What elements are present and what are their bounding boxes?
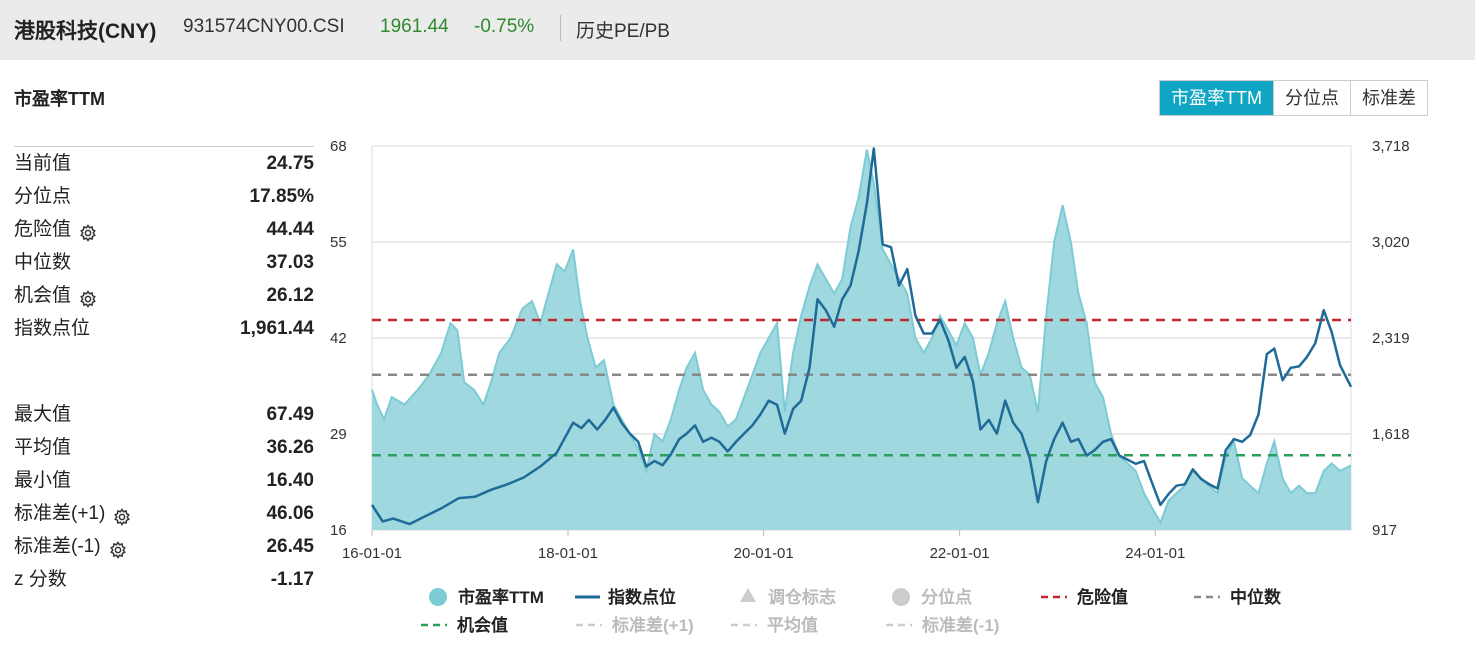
stat-row: 平均值 36.26 xyxy=(14,431,314,464)
gear-icon[interactable] xyxy=(79,220,97,253)
y-left-tick-label: 29 xyxy=(330,426,347,443)
legend-item[interactable]: 平均值 xyxy=(731,615,818,635)
stat-label: 指数点位 xyxy=(14,318,91,339)
legend-item[interactable]: 市盈率TTM xyxy=(429,587,544,607)
stat-row: 分位点 17.85% xyxy=(14,180,314,213)
y-right-tick-label: 1,618 xyxy=(1372,426,1410,443)
stat-row: 最小值 16.40 xyxy=(14,464,314,497)
history-pe-pb-link[interactable]: 历史PE/PB xyxy=(576,21,670,42)
header-divider xyxy=(560,15,561,41)
y-right-tick-label: 917 xyxy=(1372,522,1397,539)
tab-std-dev[interactable]: 标准差 xyxy=(1349,81,1427,115)
gear-icon[interactable] xyxy=(113,504,131,537)
stats-current-panel: 当前值 24.75 分位点 17.85% 危险值 44.44 中位数 37.03 机会值 26.1… xyxy=(14,146,314,345)
stat-value: 16.40 xyxy=(266,470,314,491)
gear-icon[interactable] xyxy=(109,537,127,570)
stat-row: 标准差(-1) 26.45 xyxy=(14,530,314,563)
stat-label: 标准差(+1) xyxy=(14,503,106,524)
stat-value: 44.44 xyxy=(266,219,314,240)
stat-value: 17.85% xyxy=(249,186,314,207)
index-title: 港股科技(CNY) xyxy=(14,20,157,43)
legend-circle-icon xyxy=(429,588,447,606)
y-left-tick-label: 55 xyxy=(330,234,347,251)
tab-percentile[interactable]: 分位点 xyxy=(1272,81,1350,115)
legend-label: 机会值 xyxy=(457,615,508,635)
y-left-tick-label: 42 xyxy=(330,330,347,347)
legend-item[interactable]: 指数点位 xyxy=(575,587,676,607)
x-tick-label: 22-01-01 xyxy=(930,545,990,562)
stat-row: 机会值 26.12 xyxy=(14,279,314,312)
index-change: -0.75% xyxy=(474,16,535,37)
y-left-tick-label: 68 xyxy=(330,138,347,155)
stat-label: 最小值 xyxy=(14,470,72,491)
stat-value: 26.12 xyxy=(266,285,314,306)
legend-label: 中位数 xyxy=(1230,587,1282,607)
stat-row: 标准差(+1) 46.06 xyxy=(14,497,314,530)
legend-item[interactable]: 标准差(+1) xyxy=(576,615,694,635)
legend-item[interactable]: 分位点 xyxy=(892,587,972,607)
legend-label: 市盈率TTM xyxy=(458,587,544,607)
y-right-tick-label: 3,020 xyxy=(1372,234,1410,251)
x-tick-label: 24-01-01 xyxy=(1125,545,1185,562)
stat-row: 中位数 37.03 xyxy=(14,246,314,279)
y-right-tick-label: 2,319 xyxy=(1372,330,1410,347)
stat-label: 中位数 xyxy=(14,252,72,273)
legend-label: 平均值 xyxy=(767,615,818,635)
stat-value: 46.06 xyxy=(266,503,314,524)
legend-circle-icon xyxy=(892,588,910,606)
legend-label: 标准差(+1) xyxy=(612,615,694,635)
stat-value: 24.75 xyxy=(266,153,314,174)
series-pe-area xyxy=(372,149,1351,530)
stat-label: 分位点 xyxy=(14,186,72,207)
series-index-line xyxy=(370,147,1353,526)
y-right-tick-label: 3,718 xyxy=(1372,138,1410,155)
stat-row: 指数点位 1,961.44 xyxy=(14,312,314,345)
stat-value: -1.17 xyxy=(270,569,314,590)
stat-label: 机会值 xyxy=(14,285,72,306)
stat-label: 当前值 xyxy=(14,153,72,174)
legend-label: 指数点位 xyxy=(608,587,676,607)
stat-row: 当前值 24.75 xyxy=(14,147,314,180)
legend-item[interactable]: 标准差(-1) xyxy=(886,615,999,635)
x-tick-label: 20-01-01 xyxy=(734,545,794,562)
legend-label: 调仓标志 xyxy=(768,587,836,607)
stat-value: 1,961.44 xyxy=(240,318,314,339)
tab-pe-ttm[interactable]: 市盈率TTM xyxy=(1160,81,1273,115)
stat-value: 37.03 xyxy=(266,252,314,273)
legend-item[interactable]: 中位数 xyxy=(1194,587,1282,607)
stat-label: 危险值 xyxy=(14,219,72,240)
stat-label: z 分数 xyxy=(14,569,67,590)
legend-item[interactable]: 危险值 xyxy=(1041,587,1128,607)
x-tick-label: 16-01-01 xyxy=(342,545,402,562)
stat-row: z 分数 -1.17 xyxy=(14,563,314,596)
stat-row: 最大值 67.49 xyxy=(14,398,314,431)
x-tick-label: 18-01-01 xyxy=(538,545,598,562)
y-left-tick-label: 16 xyxy=(330,522,347,539)
stat-row: 危险值 44.44 xyxy=(14,213,314,246)
legend-item[interactable]: 机会值 xyxy=(421,615,508,635)
legend-label: 分位点 xyxy=(921,587,972,607)
stat-label: 平均值 xyxy=(14,437,72,458)
stat-label: 标准差(-1) xyxy=(14,536,101,557)
stat-value: 26.45 xyxy=(266,536,314,557)
stat-value: 36.26 xyxy=(266,437,314,458)
legend-item[interactable]: 调仓标志 xyxy=(740,587,836,607)
stat-label: 最大值 xyxy=(14,404,72,425)
legend-label: 标准差(-1) xyxy=(922,615,999,635)
pe-chart: 16 917 29 1,618 42 2,319 55 3,020 68 3,718 16-01-0… xyxy=(330,138,1410,635)
index-price: 1961.44 xyxy=(380,16,449,37)
legend-triangle-icon xyxy=(740,588,756,602)
header-bar: 港股科技(CNY) 931574CNY00.CSI 1961.44 -0.75%… xyxy=(0,0,1475,60)
gear-icon[interactable] xyxy=(79,286,97,319)
stats-summary-panel: 最大值 67.49 平均值 36.26 最小值 16.40 标准差(+1) 46.06 标准差(… xyxy=(14,398,314,596)
section-title: 市盈率TTM xyxy=(14,89,105,109)
metric-tabs: 市盈率TTM 分位点 标准差 xyxy=(1159,80,1428,116)
stat-value: 67.49 xyxy=(266,404,314,425)
index-code: 931574CNY00.CSI xyxy=(183,16,345,37)
legend-label: 危险值 xyxy=(1076,587,1128,607)
